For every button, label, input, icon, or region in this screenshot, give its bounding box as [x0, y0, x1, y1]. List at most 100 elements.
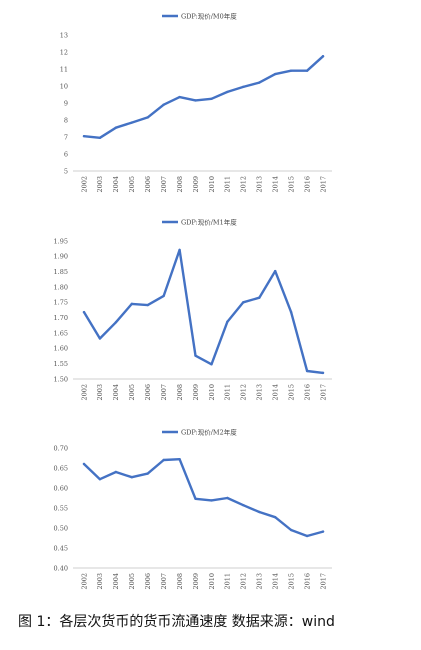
data-point — [226, 90, 229, 94]
data-point — [305, 69, 309, 72]
y-tick-label: 1.80 — [54, 283, 68, 291]
x-tick-label: 2003 — [96, 573, 104, 590]
x-tick-label: 2011 — [224, 573, 232, 590]
y-tick-label: 1.70 — [54, 314, 68, 322]
y-tick-label: 11 — [60, 65, 68, 73]
data-point — [178, 95, 181, 99]
x-tick-label: 2015 — [287, 176, 295, 193]
data-point — [242, 85, 245, 89]
data-point — [194, 354, 197, 357]
x-tick-label: 2017 — [319, 176, 327, 193]
x-tick-label: 2016 — [303, 176, 311, 193]
data-point — [162, 458, 165, 462]
data-point — [194, 497, 197, 500]
data-point — [194, 99, 197, 102]
y-tick-label: 0.50 — [54, 524, 68, 532]
x-tick-label: 2010 — [208, 176, 216, 193]
x-tick-label: 2004 — [112, 573, 120, 590]
data-point — [178, 248, 181, 252]
legend-label: GDP:现价/M2年度 — [181, 427, 237, 436]
chart-m1-velocity: GDP:现价/M1年度 1.50 1.55 1.60 1.65 1.70 1.75 1.80 1… — [0, 208, 421, 408]
series-line — [82, 55, 325, 140]
chart-m2-velocity: GDP:现价/M2年度 0.40 0.45 0.50 0.55 0.60 0.65 0.70 2… — [0, 418, 421, 598]
x-tick-label: 2006 — [144, 573, 152, 590]
y-tick-label: 10 — [60, 82, 68, 90]
x-tick-label: 2007 — [160, 176, 168, 193]
data-point — [114, 321, 118, 324]
data-point — [82, 462, 86, 466]
x-tick-label: 2012 — [240, 384, 248, 401]
x-tick-label: 2011 — [224, 176, 232, 193]
figure-caption: 图 1：各层次货币的货币流通速度 数据来源：wind — [18, 614, 335, 630]
data-point — [98, 478, 102, 481]
x-tick-label: 2002 — [80, 384, 88, 401]
x-tick-label: 2006 — [144, 176, 152, 193]
data-point — [274, 516, 277, 519]
data-point — [210, 97, 213, 100]
x-tick-label: 2017 — [319, 573, 327, 590]
data-point — [321, 55, 325, 58]
y-tick-label: 1.60 — [54, 345, 68, 353]
x-tick-label: 2009 — [192, 176, 200, 193]
x-tick-label: 2015 — [287, 573, 295, 590]
x-tick-label: 2011 — [224, 384, 232, 401]
y-tick-label: 0.40 — [54, 564, 68, 572]
data-point — [321, 371, 325, 375]
chart-m2-svg: GDP:现价/M2年度 0.40 0.45 0.50 0.55 0.60 0.65 0.70 2… — [54, 427, 332, 590]
x-tick-label: 2002 — [80, 573, 88, 590]
chart-m1-svg: GDP:现价/M1年度 1.50 1.55 1.60 1.65 1.70 1.75 1.80 1… — [54, 217, 332, 401]
y-tick-label: 0.70 — [54, 444, 68, 452]
y-tick-label: 0.45 — [54, 544, 68, 552]
x-tick-label: 2004 — [112, 384, 120, 401]
y-tick-label: 9 — [64, 99, 68, 107]
y-tick-label: 0.65 — [54, 464, 68, 472]
x-tick-label: 2008 — [176, 573, 184, 590]
data-point — [274, 72, 277, 76]
data-point — [226, 320, 229, 323]
x-tick-label: 2010 — [208, 573, 216, 590]
x-tick-label: 2007 — [160, 384, 168, 401]
y-tick-label: 0.60 — [54, 484, 68, 492]
y-tick-label: 1.65 — [54, 329, 68, 337]
x-tick-label: 2008 — [176, 384, 184, 401]
data-point — [289, 310, 293, 314]
series-line — [82, 248, 325, 375]
data-point — [242, 504, 245, 507]
x-tick-label: 2006 — [144, 384, 152, 401]
data-point — [258, 296, 261, 299]
data-point — [82, 310, 86, 314]
x-tick-label: 2016 — [303, 384, 311, 401]
x-tick-label: 2005 — [128, 573, 136, 590]
y-tick-label: 1.90 — [54, 253, 68, 261]
data-point — [98, 337, 102, 340]
data-point — [98, 136, 102, 140]
data-point — [178, 458, 181, 461]
data-point — [130, 121, 133, 124]
x-tick-label: 2003 — [96, 176, 104, 193]
x-tick-label: 2005 — [128, 176, 136, 193]
y-tick-label: 8 — [64, 116, 68, 124]
data-point — [289, 528, 293, 532]
y-tick-label: 1.75 — [54, 299, 68, 307]
y-tick-label: 1.50 — [54, 375, 68, 383]
data-point — [242, 301, 245, 304]
data-point — [210, 499, 213, 502]
data-point — [321, 530, 325, 533]
data-point — [226, 496, 229, 500]
x-tick-label: 2013 — [256, 384, 264, 401]
y-tick-label: 6 — [64, 150, 68, 158]
data-point — [114, 126, 118, 129]
x-tick-label: 2007 — [160, 573, 168, 590]
data-point — [146, 116, 149, 119]
x-tick-label: 2008 — [176, 176, 184, 193]
x-tick-label: 2014 — [272, 573, 280, 590]
legend: GDP:现价/M0年度 — [162, 11, 237, 20]
x-tick-label: 2012 — [240, 176, 248, 193]
data-point — [258, 510, 261, 514]
x-tick-label: 2013 — [256, 573, 264, 590]
data-point — [162, 294, 165, 298]
x-tick-label: 2009 — [192, 573, 200, 590]
y-tick-label: 1.85 — [54, 268, 68, 276]
legend-label: GDP:现价/M1年度 — [181, 217, 237, 226]
x-tick-label: 2005 — [128, 384, 136, 401]
